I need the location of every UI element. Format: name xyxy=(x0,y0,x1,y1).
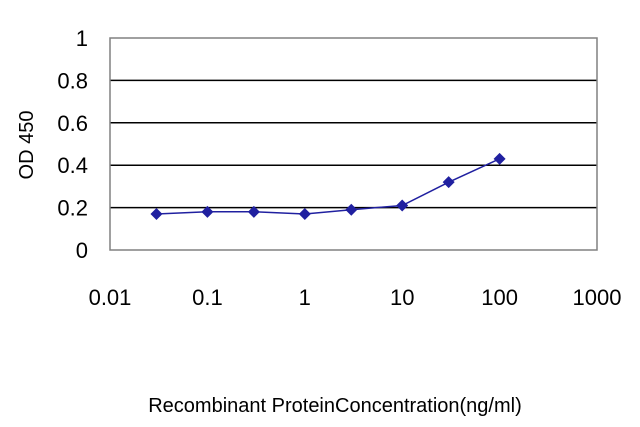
data-point xyxy=(396,199,409,212)
data-point xyxy=(345,203,358,216)
data-point xyxy=(247,205,260,218)
series-line xyxy=(156,158,500,215)
data-point xyxy=(201,205,214,218)
y-tick-label: 0.8 xyxy=(57,68,88,93)
y-tick-label: 0.4 xyxy=(57,153,88,178)
y-tick-label: 0.2 xyxy=(57,196,88,221)
x-tick-labels: 0.01 0.1 1 10 100 1000 xyxy=(89,285,622,310)
y-tick-label: 0.6 xyxy=(57,111,88,136)
y-axis-title: OD 450 xyxy=(16,111,38,180)
x-tick-label: 100 xyxy=(481,285,518,310)
plot-area xyxy=(110,38,597,250)
x-tick-label: 1000 xyxy=(573,285,622,310)
x-tick-label: 1 xyxy=(299,285,311,310)
data-point xyxy=(298,207,311,220)
y-tick-labels: 0 0.2 0.4 0.6 0.8 1 xyxy=(57,26,88,263)
x-tick-label: 10 xyxy=(390,285,414,310)
x-axis-title: Recombinant ProteinConcentration(ng/ml) xyxy=(148,395,522,417)
data-point xyxy=(493,152,506,165)
x-tick-label: 0.01 xyxy=(89,285,132,310)
y-tick-label: 1 xyxy=(76,26,88,51)
plot-frame xyxy=(109,37,598,251)
x-tick-label: 0.1 xyxy=(192,285,223,310)
series-group xyxy=(150,152,506,220)
data-point xyxy=(150,207,163,220)
y-tick-label: 0 xyxy=(76,238,88,263)
data-point xyxy=(442,176,455,189)
